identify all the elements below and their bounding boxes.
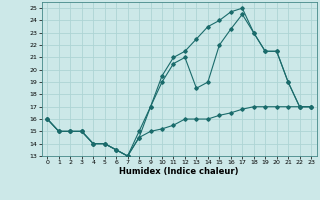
- X-axis label: Humidex (Indice chaleur): Humidex (Indice chaleur): [119, 167, 239, 176]
